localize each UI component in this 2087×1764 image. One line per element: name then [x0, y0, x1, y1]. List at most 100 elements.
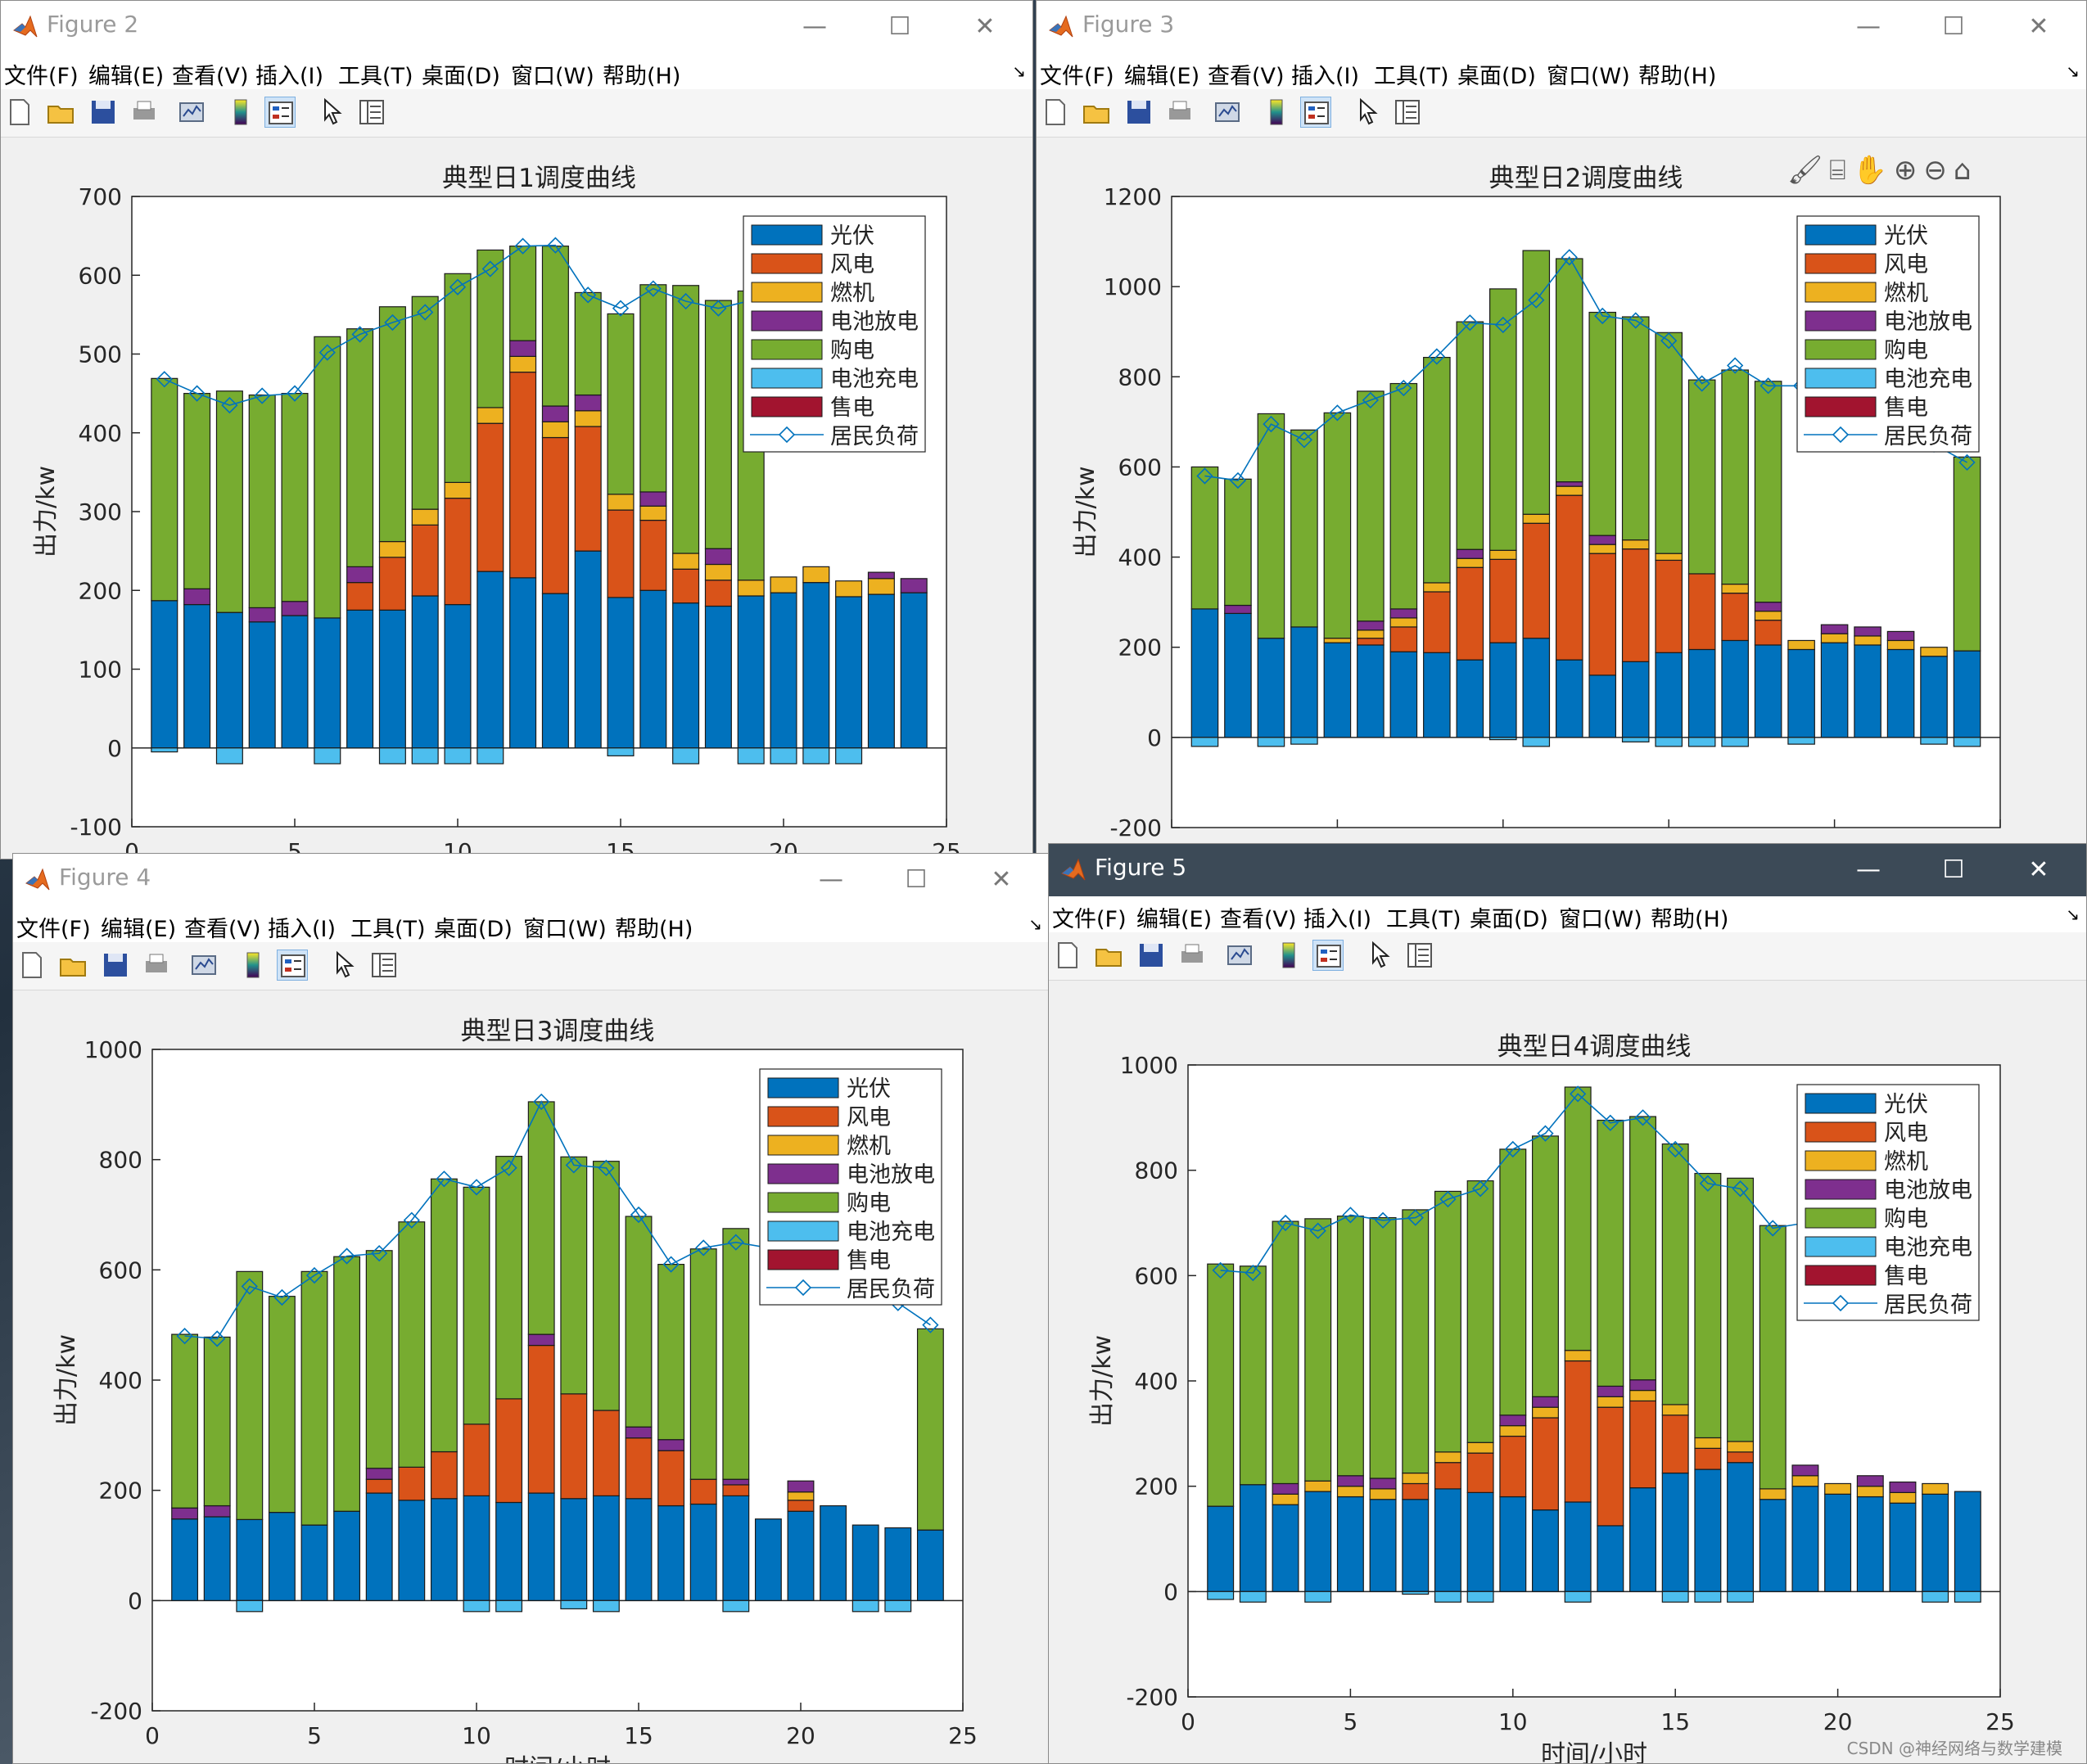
insert-legend-icon[interactable]: [1312, 940, 1344, 971]
minimize-button[interactable]: —: [1856, 855, 1881, 884]
insert-colorbar-icon[interactable]: [1273, 940, 1304, 971]
bar-dis: [1272, 1482, 1299, 1495]
print-icon[interactable]: [1164, 97, 1195, 128]
bar-gas: [1389, 617, 1418, 628]
menu-item[interactable]: 桌面(D): [434, 917, 513, 942]
data-tips-icon[interactable]: ⌸: [1829, 154, 1846, 187]
link-plot-icon[interactable]: [188, 950, 219, 981]
bar-buy: [1489, 288, 1517, 551]
menu-item[interactable]: 帮助(H): [603, 64, 681, 89]
menu-item[interactable]: 查看(V): [184, 917, 261, 942]
print-icon[interactable]: [141, 950, 172, 981]
maximize-button[interactable]: ☐: [888, 12, 911, 41]
menu-item[interactable]: 工具(T): [1374, 64, 1449, 89]
bar-buy: [314, 336, 341, 619]
menu-item[interactable]: 工具(T): [1386, 907, 1461, 932]
toolbar-dock-arrow-icon[interactable]: ↘: [2066, 61, 2080, 81]
print-icon[interactable]: [1177, 940, 1208, 971]
menu-item[interactable]: 编辑(E): [1124, 64, 1200, 89]
maximize-button[interactable]: ☐: [1942, 855, 1965, 884]
brush-icon[interactable]: 🖌: [1787, 154, 1823, 187]
menu-item[interactable]: 帮助(H): [1638, 64, 1717, 89]
toolbar-dock-arrow-icon[interactable]: ↘: [2066, 905, 2080, 924]
pan-icon[interactable]: ✋: [1852, 154, 1887, 187]
zoom-in-icon[interactable]: ⊕: [1893, 154, 1918, 187]
menu-item[interactable]: 插入(I): [268, 917, 337, 942]
menu-item[interactable]: 工具(T): [350, 917, 426, 942]
edit-plot-icon[interactable]: [329, 950, 360, 981]
minimize-button[interactable]: —: [1856, 12, 1881, 41]
close-button[interactable]: ✕: [974, 12, 996, 41]
toolbar-dock-arrow-icon[interactable]: ↘: [1012, 61, 1026, 81]
new-figure-icon[interactable]: [4, 97, 35, 128]
menu-item[interactable]: 桌面(D): [1470, 907, 1548, 932]
menu-item[interactable]: 帮助(H): [1651, 907, 1729, 932]
new-figure-icon[interactable]: [1052, 940, 1083, 971]
minimize-button[interactable]: —: [819, 865, 843, 894]
load-marker: [1627, 312, 1644, 329]
save-icon[interactable]: [1136, 940, 1167, 971]
menu-item[interactable]: 查看(V): [172, 64, 249, 89]
edit-plot-icon[interactable]: [1365, 940, 1396, 971]
menu-item[interactable]: 文件(F): [4, 64, 79, 89]
insert-legend-icon[interactable]: [264, 97, 296, 128]
chart-title: 典型日2调度曲线: [1489, 164, 1683, 193]
menu-item[interactable]: 窗口(W): [1559, 907, 1642, 932]
zoom-out-icon[interactable]: ⊖: [1923, 154, 1947, 187]
link-plot-icon[interactable]: [1212, 97, 1243, 128]
menu-item[interactable]: 桌面(D): [1457, 64, 1536, 89]
new-figure-icon[interactable]: [16, 950, 47, 981]
maximize-button[interactable]: ☐: [1942, 12, 1965, 41]
save-icon[interactable]: [1123, 97, 1154, 128]
save-icon[interactable]: [100, 950, 131, 981]
edit-plot-icon[interactable]: [1353, 97, 1384, 128]
insert-colorbar-icon[interactable]: [1261, 97, 1292, 128]
menu-item[interactable]: 窗口(W): [511, 64, 594, 89]
property-inspector-icon[interactable]: [368, 950, 400, 981]
restore-view-icon[interactable]: ⌂: [1953, 154, 1972, 187]
menu-item[interactable]: 编辑(E): [101, 917, 177, 942]
new-figure-icon[interactable]: [1040, 97, 1071, 128]
insert-legend-icon[interactable]: [1300, 97, 1331, 128]
menu-item[interactable]: 工具(T): [338, 64, 413, 89]
close-button[interactable]: ✕: [991, 865, 1012, 894]
menu-item[interactable]: 插入(I): [1303, 907, 1372, 932]
menu-item[interactable]: 文件(F): [1040, 64, 1114, 89]
close-button[interactable]: ✕: [2028, 12, 2049, 41]
open-file-icon[interactable]: [57, 950, 88, 981]
insert-colorbar-icon[interactable]: [225, 97, 256, 128]
menu-item[interactable]: 插入(I): [1291, 64, 1360, 89]
menu-item[interactable]: 查看(V): [1208, 64, 1285, 89]
link-plot-icon[interactable]: [176, 97, 207, 128]
property-inspector-icon[interactable]: [1404, 940, 1435, 971]
menu-item[interactable]: 窗口(W): [1547, 64, 1630, 89]
open-file-icon[interactable]: [1093, 940, 1124, 971]
property-inspector-icon[interactable]: [356, 97, 387, 128]
open-file-icon[interactable]: [45, 97, 76, 128]
x-tick-label: 0: [145, 1722, 160, 1749]
print-icon[interactable]: [129, 97, 160, 128]
menu-item[interactable]: 查看(V): [1220, 907, 1297, 932]
bar-dis: [1889, 1481, 1917, 1493]
menu-item[interactable]: 文件(F): [1052, 907, 1127, 932]
menu-item[interactable]: 桌面(D): [422, 64, 500, 89]
edit-plot-icon[interactable]: [317, 97, 348, 128]
menu-item[interactable]: 帮助(H): [615, 917, 693, 942]
bar-pv: [607, 597, 635, 749]
menu-item[interactable]: 编辑(E): [1136, 907, 1213, 932]
link-plot-icon[interactable]: [1224, 940, 1255, 971]
property-inspector-icon[interactable]: [1392, 97, 1423, 128]
bar-pv: [1357, 644, 1385, 738]
maximize-button[interactable]: ☐: [905, 865, 928, 894]
open-file-icon[interactable]: [1081, 97, 1112, 128]
insert-colorbar-icon[interactable]: [237, 950, 269, 981]
menu-item[interactable]: 编辑(E): [88, 64, 165, 89]
insert-legend-icon[interactable]: [277, 950, 308, 981]
toolbar-dock-arrow-icon[interactable]: ↘: [1028, 914, 1042, 934]
menu-item[interactable]: 文件(F): [16, 917, 91, 942]
minimize-button[interactable]: —: [802, 12, 827, 41]
menu-item[interactable]: 窗口(W): [523, 917, 607, 942]
save-icon[interactable]: [88, 97, 119, 128]
close-button[interactable]: ✕: [2028, 855, 2049, 884]
menu-item[interactable]: 插入(I): [255, 64, 324, 89]
